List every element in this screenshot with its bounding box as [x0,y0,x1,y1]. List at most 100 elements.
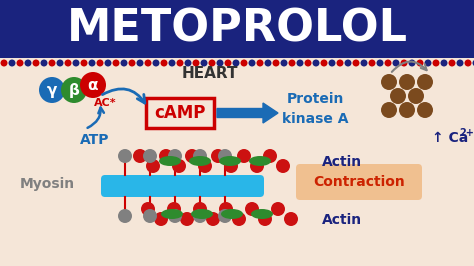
Circle shape [33,60,39,66]
Text: Actin: Actin [322,155,362,169]
Circle shape [193,202,207,216]
Circle shape [168,209,182,223]
Circle shape [425,60,431,66]
Circle shape [448,60,456,66]
Circle shape [184,60,191,66]
Circle shape [201,60,208,66]
Text: α: α [88,77,98,93]
Circle shape [143,209,157,223]
FancyArrowPatch shape [102,89,145,103]
Circle shape [159,149,173,163]
Circle shape [381,74,397,90]
Circle shape [417,74,433,90]
Circle shape [473,60,474,66]
Text: γ: γ [47,82,57,98]
Circle shape [337,60,344,66]
FancyArrowPatch shape [88,107,104,128]
Circle shape [218,209,232,223]
Circle shape [56,60,64,66]
FancyBboxPatch shape [101,175,264,197]
Circle shape [297,60,303,66]
Circle shape [233,60,239,66]
Circle shape [209,60,216,66]
Circle shape [384,60,392,66]
Circle shape [408,88,424,104]
Text: HEART: HEART [182,65,238,81]
FancyBboxPatch shape [296,164,422,200]
Circle shape [248,60,255,66]
Circle shape [219,202,233,216]
Circle shape [361,60,367,66]
Circle shape [154,212,168,226]
Circle shape [104,60,111,66]
Circle shape [409,60,416,66]
Circle shape [81,60,88,66]
Circle shape [120,60,128,66]
Ellipse shape [219,156,241,166]
Text: METOPROLOL: METOPROLOL [66,7,408,51]
Circle shape [97,60,103,66]
Circle shape [133,149,147,163]
Circle shape [264,60,272,66]
Circle shape [225,60,231,66]
Text: Myosin: Myosin [19,177,74,191]
Circle shape [390,88,406,104]
Circle shape [281,60,288,66]
Circle shape [89,60,95,66]
Circle shape [141,202,155,216]
Circle shape [143,149,157,163]
Circle shape [237,149,251,163]
Ellipse shape [249,156,271,166]
Circle shape [61,77,87,103]
Text: β: β [69,82,80,98]
Circle shape [176,60,183,66]
Circle shape [328,60,336,66]
Circle shape [276,159,290,173]
Circle shape [271,202,285,216]
Circle shape [40,60,47,66]
Text: ↑ Ca: ↑ Ca [432,131,468,145]
Circle shape [185,149,199,163]
Circle shape [218,149,232,163]
Text: Contraction: Contraction [313,175,405,189]
Text: Actin: Actin [322,213,362,227]
FancyArrow shape [217,103,278,123]
Circle shape [381,102,397,118]
Circle shape [232,212,246,226]
Circle shape [240,60,247,66]
Circle shape [17,60,24,66]
Text: cAMP: cAMP [155,104,206,122]
Circle shape [284,212,298,226]
Circle shape [320,60,328,66]
Circle shape [289,60,295,66]
Circle shape [417,102,433,118]
Circle shape [263,149,277,163]
Circle shape [312,60,319,66]
Circle shape [9,60,16,66]
Circle shape [345,60,352,66]
Circle shape [168,60,175,66]
Circle shape [153,60,159,66]
Circle shape [73,60,80,66]
Circle shape [118,209,132,223]
Circle shape [250,159,264,173]
Circle shape [192,60,200,66]
Text: 2+: 2+ [459,128,474,138]
Text: AC*: AC* [94,98,116,108]
Circle shape [456,60,464,66]
Ellipse shape [159,156,181,166]
Circle shape [25,60,31,66]
Circle shape [399,74,415,90]
Text: ATP: ATP [80,133,110,147]
Circle shape [465,60,472,66]
Circle shape [168,149,182,163]
Circle shape [193,149,207,163]
Circle shape [256,60,264,66]
Circle shape [245,202,259,216]
Circle shape [224,159,238,173]
Bar [0,0,474,58]
Circle shape [206,212,220,226]
Circle shape [258,212,272,226]
Circle shape [217,60,224,66]
Circle shape [118,149,132,163]
